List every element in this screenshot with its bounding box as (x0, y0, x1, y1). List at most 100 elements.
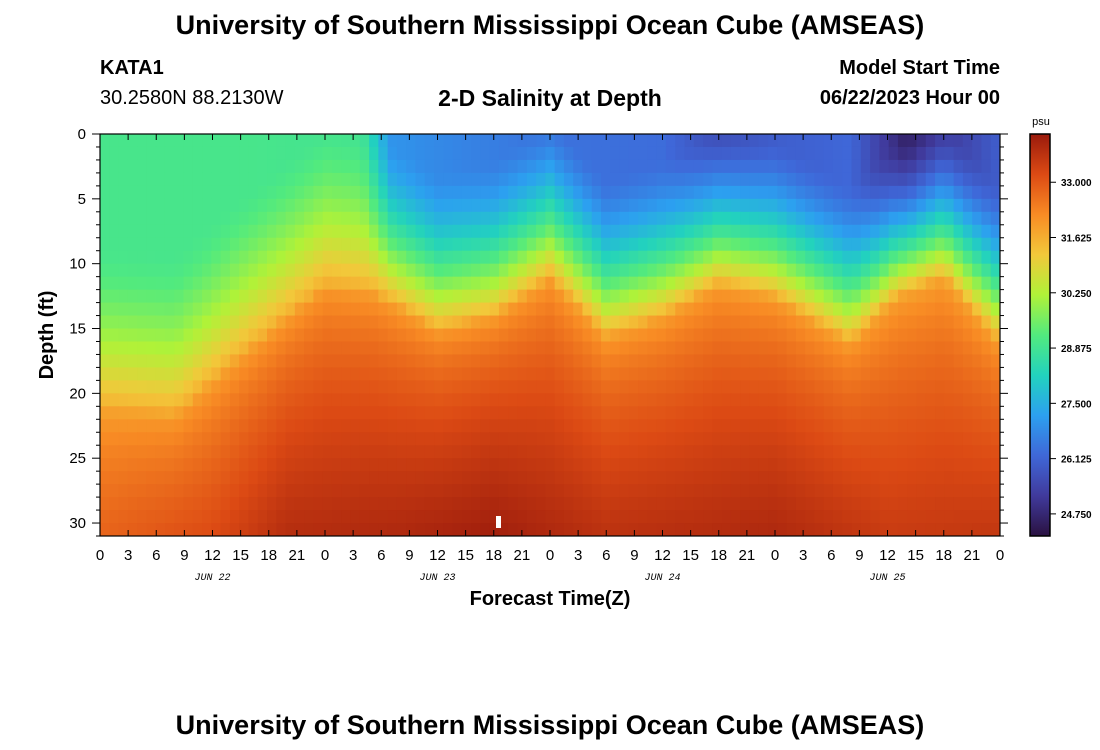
heatmap-cell (267, 302, 277, 317)
heatmap-cell (870, 523, 880, 536)
heatmap-cell (591, 523, 602, 536)
heatmap-cell (851, 172, 862, 187)
heatmap-cell (981, 263, 992, 278)
heatmap-cell (953, 432, 964, 446)
heatmap-cell (359, 159, 370, 174)
heatmap-cell (192, 341, 203, 356)
heatmap-cell (211, 510, 222, 524)
heatmap-cell (202, 172, 212, 187)
heatmap-cell (424, 198, 435, 213)
heatmap-cell (480, 406, 491, 420)
heatmap-cell (304, 432, 314, 446)
heatmap-cell (387, 250, 398, 265)
heatmap-cell (814, 146, 825, 161)
heatmap-cell (174, 523, 185, 536)
heatmap-cell (656, 419, 667, 433)
heatmap-cell (434, 276, 444, 291)
heatmap-cell (248, 302, 259, 317)
heatmap-cell (619, 341, 630, 356)
heatmap-cell (276, 315, 287, 330)
heatmap-cell (220, 237, 231, 252)
heatmap-cell (573, 237, 584, 252)
heatmap-cell (786, 185, 797, 200)
heatmap-cell (257, 510, 268, 524)
heatmap-cell (396, 419, 407, 433)
heatmap-cell (183, 341, 194, 356)
heatmap-cell (341, 263, 352, 278)
x-tick-label: 18 (485, 547, 502, 564)
heatmap-cell (517, 224, 528, 239)
heatmap-cell (211, 497, 222, 511)
heatmap-cell (786, 419, 797, 433)
heatmap-cell (248, 419, 259, 433)
heatmap-cell (257, 432, 268, 446)
heatmap-cell (814, 237, 825, 252)
heatmap-cell (554, 134, 565, 148)
heatmap-cell (619, 445, 630, 459)
heatmap-cell (730, 224, 741, 239)
heatmap-cell (517, 328, 528, 343)
heatmap-cell (935, 393, 945, 407)
heatmap-cell (248, 471, 259, 485)
heatmap-cell (749, 224, 760, 239)
heatmap-cell (424, 237, 435, 252)
heatmap-cell (387, 458, 398, 472)
heatmap-cell (424, 510, 435, 524)
heatmap-cell (712, 198, 723, 213)
heatmap-cell (953, 484, 964, 498)
heatmap-cell (823, 263, 834, 278)
heatmap-cell (322, 419, 333, 433)
heatmap-cell (146, 471, 157, 485)
heatmap-cell (610, 237, 621, 252)
heatmap-cell (118, 250, 129, 265)
heatmap-cell (146, 237, 157, 252)
heatmap-cell (554, 367, 565, 381)
heatmap-cell (192, 510, 203, 524)
heatmap-cell (832, 510, 843, 524)
heatmap-cell (220, 510, 231, 524)
heatmap-cell (396, 302, 407, 317)
heatmap-cell (832, 276, 843, 291)
heatmap-cell (396, 523, 407, 536)
heatmap-cell (647, 211, 658, 226)
heatmap-cell (684, 159, 695, 174)
heatmap-cell (582, 406, 593, 420)
heatmap-cell (415, 471, 426, 485)
heatmap-cell (582, 367, 593, 381)
heatmap-cell (601, 367, 611, 381)
heatmap-cell (406, 406, 417, 420)
heatmap-cell (118, 328, 129, 343)
heatmap-cell (471, 484, 482, 498)
heatmap-cell (870, 432, 880, 446)
heatmap-cell (962, 198, 973, 213)
heatmap-cell (832, 263, 843, 278)
heatmap-cell (962, 159, 973, 174)
heatmap-cell (647, 134, 658, 148)
heatmap-cell (554, 250, 565, 265)
heatmap-cell (795, 237, 806, 252)
heatmap-cell (517, 354, 528, 369)
heatmap-cell (591, 419, 602, 433)
heatmap-cell (434, 523, 444, 536)
heatmap-cell (322, 523, 333, 536)
heatmap-cell (378, 134, 389, 148)
heatmap-cell (434, 134, 444, 148)
heatmap-cell (257, 302, 268, 317)
heatmap-cell (313, 224, 324, 239)
heatmap-cell (378, 159, 389, 174)
heatmap-cell (406, 510, 417, 524)
heatmap-cell (331, 315, 342, 330)
heatmap-cell (777, 328, 788, 343)
y-tick-label: 25 (69, 450, 86, 467)
heatmap-cell (907, 159, 918, 174)
heatmap-cell (916, 224, 927, 239)
heatmap-cell (749, 159, 760, 174)
heatmap-cell (721, 354, 732, 369)
heatmap-cell (137, 380, 147, 394)
heatmap-cell (647, 289, 658, 304)
heatmap-cell (443, 445, 454, 459)
heatmap-cell (452, 237, 463, 252)
heatmap-cell (740, 315, 751, 330)
heatmap-cell (127, 289, 138, 304)
heatmap-cell (155, 237, 166, 252)
